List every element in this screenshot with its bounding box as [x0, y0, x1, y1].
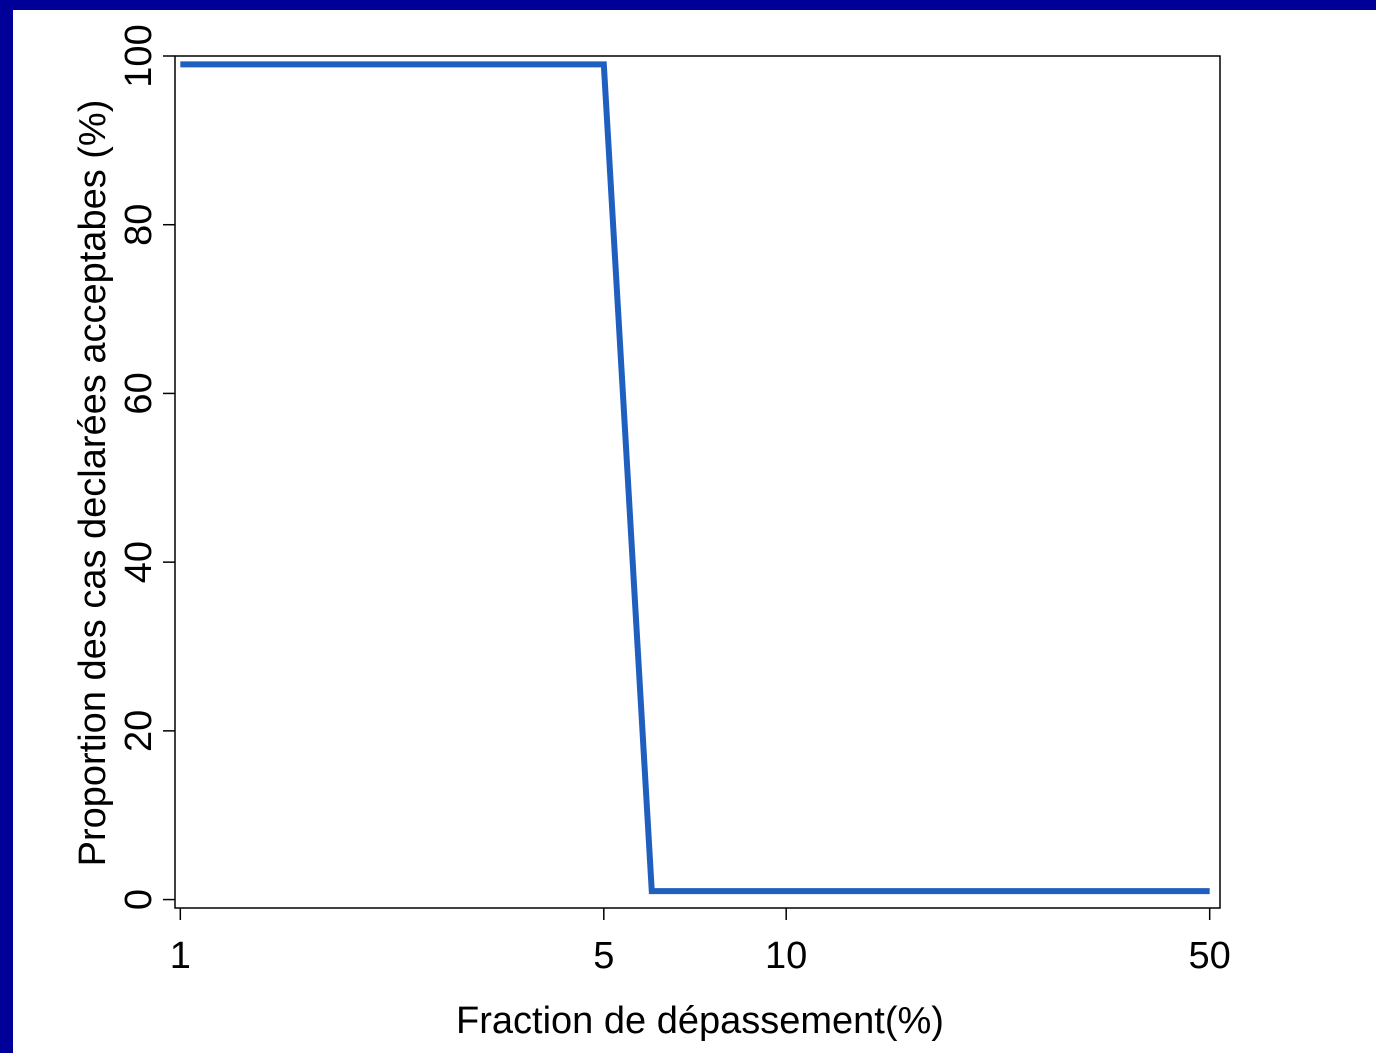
y-tick-label: 60: [118, 372, 160, 414]
series-layer: [180, 61, 1210, 895]
plot-frame: [174, 55, 1221, 909]
x-tick-label: 1: [170, 935, 191, 977]
y-tick-label: 20: [118, 710, 160, 752]
y-axis-title: Proportion des cas declarées acceptabes …: [72, 100, 114, 867]
y-tick-label: 100: [118, 24, 160, 87]
line-chart: 0 20 40 60 80 100 1 5 10 50 Fraction de dépassem…: [72, 24, 1231, 1042]
x-tick-label: 50: [1189, 935, 1231, 977]
x-axis-title: Fraction de dépassement(%): [456, 1000, 944, 1042]
x-tick-label: 10: [765, 935, 807, 977]
y-tick-label: 0: [118, 889, 160, 910]
y-axis: 0 20 40 60 80 100: [118, 24, 175, 910]
series-line: [180, 61, 1210, 895]
x-axis: 1 5 10 50: [170, 908, 1231, 977]
slide-canvas: 0 20 40 60 80 100 1 5 10 50 Fraction de dépassem…: [13, 10, 1376, 1053]
y-tick-label: 80: [118, 204, 160, 246]
y-tick-label: 40: [118, 541, 160, 583]
x-tick-label: 5: [593, 935, 614, 977]
